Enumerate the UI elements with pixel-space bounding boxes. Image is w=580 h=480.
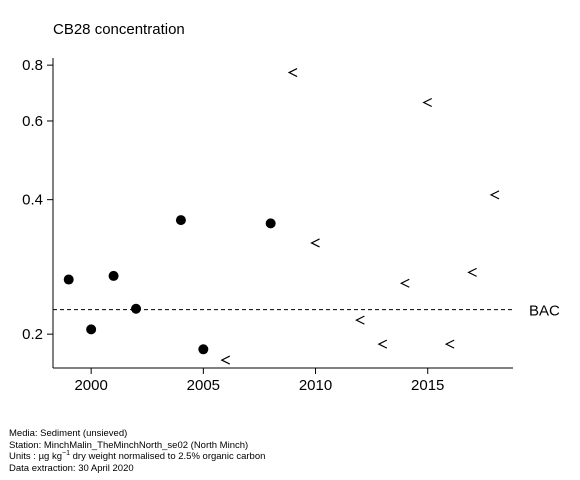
y-tick-label: 0.6 [22,113,43,130]
y-tick-label: 0.4 [22,192,43,209]
data-point [265,218,276,229]
data-point [86,324,97,335]
bac-reference: BAC [53,303,560,320]
x-tick-label: 2000 [74,377,107,394]
footer: Media: Sediment (unsieved) Station: Minc… [9,428,265,474]
x-ticks: 2000 2005 2010 2015 [74,368,444,394]
media-label: Media: [9,428,38,439]
x-tick-label: 2005 [187,377,220,394]
footer-units: Units : µg kg−1 dry weight normalised to… [9,449,266,463]
chart-title: CB28 concentration [53,21,185,38]
data-point [198,344,209,355]
y-ticks: 0.2 0.4 0.6 0.8 [22,57,53,343]
y-tick-label: 0.2 [22,326,43,343]
x-tick-label: 2015 [411,377,444,394]
less-than-marker [422,97,433,108]
units-prefix: µg kg [38,451,63,462]
units-label: Units : [9,451,36,462]
less-than-marker [399,278,410,288]
less-than-marker [310,238,320,248]
footer-extraction: Data extraction: 30 April 2020 [9,463,265,475]
x-tick-label: 2010 [299,377,332,394]
chart: CB28 concentration 2000 2005 2010 2015 0.20… [22,21,560,394]
less-than-marker [444,339,455,349]
footer-media: Media: Sediment (unsieved) [9,428,265,440]
less-than-marker [220,355,231,365]
extraction-label: Data extraction: [9,462,76,474]
less-than-marker [287,68,298,78]
bac-label: BAC [529,303,560,320]
less-than-marker [377,339,388,349]
data-point [63,274,74,285]
data-point [175,215,186,226]
units-exponent: −1 [62,449,70,457]
station-label: Station: [9,439,42,451]
media-value: Sediment (unsieved) [40,428,128,439]
data-points [63,68,500,365]
y-tick-label: 0.8 [22,57,43,74]
less-than-marker [355,315,365,325]
less-than-marker [489,190,500,200]
station-value: MinchMalin_TheMinchNorth_se02 (North Min… [43,439,249,451]
units-suffix: dry weight normalised to 2.5% organic ca… [72,451,266,462]
footer-station: Station: MinchMalin_TheMinchNorth_se02 (… [9,440,265,452]
data-point [108,270,119,281]
data-point [131,303,142,314]
extraction-value: 30 April 2020 [78,462,134,474]
less-than-marker [467,267,477,277]
